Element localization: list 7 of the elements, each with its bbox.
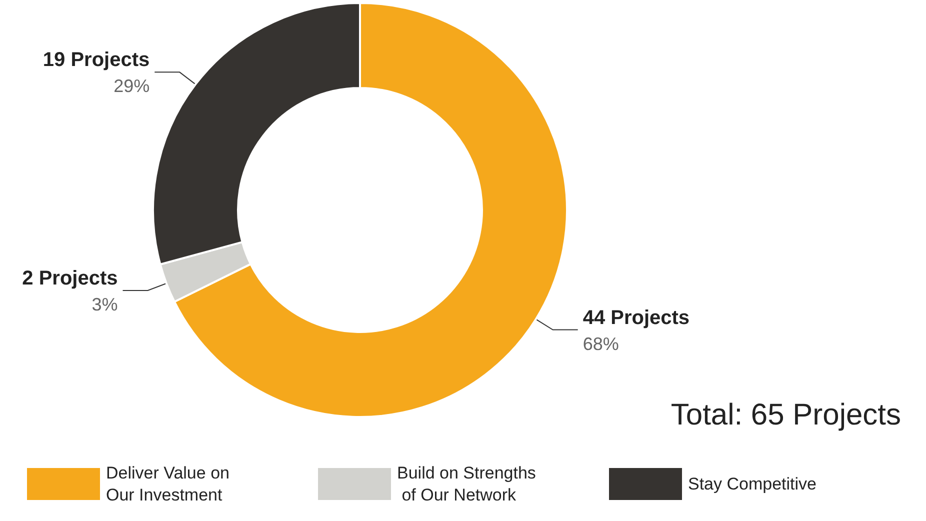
data-label: 2 Projects 3% bbox=[22, 267, 118, 314]
legend-label: Stay Competitive bbox=[688, 474, 816, 494]
data-label: 19 Projects 29% bbox=[42, 49, 150, 96]
data-label: 44 Projects 68% bbox=[582, 306, 690, 354]
legend-label: Deliver Value on Our Investment bbox=[106, 464, 234, 504]
text: Total: 65 Projects bbox=[670, 398, 902, 432]
legend-label: Build on Strengths of Our Network bbox=[397, 464, 536, 504]
